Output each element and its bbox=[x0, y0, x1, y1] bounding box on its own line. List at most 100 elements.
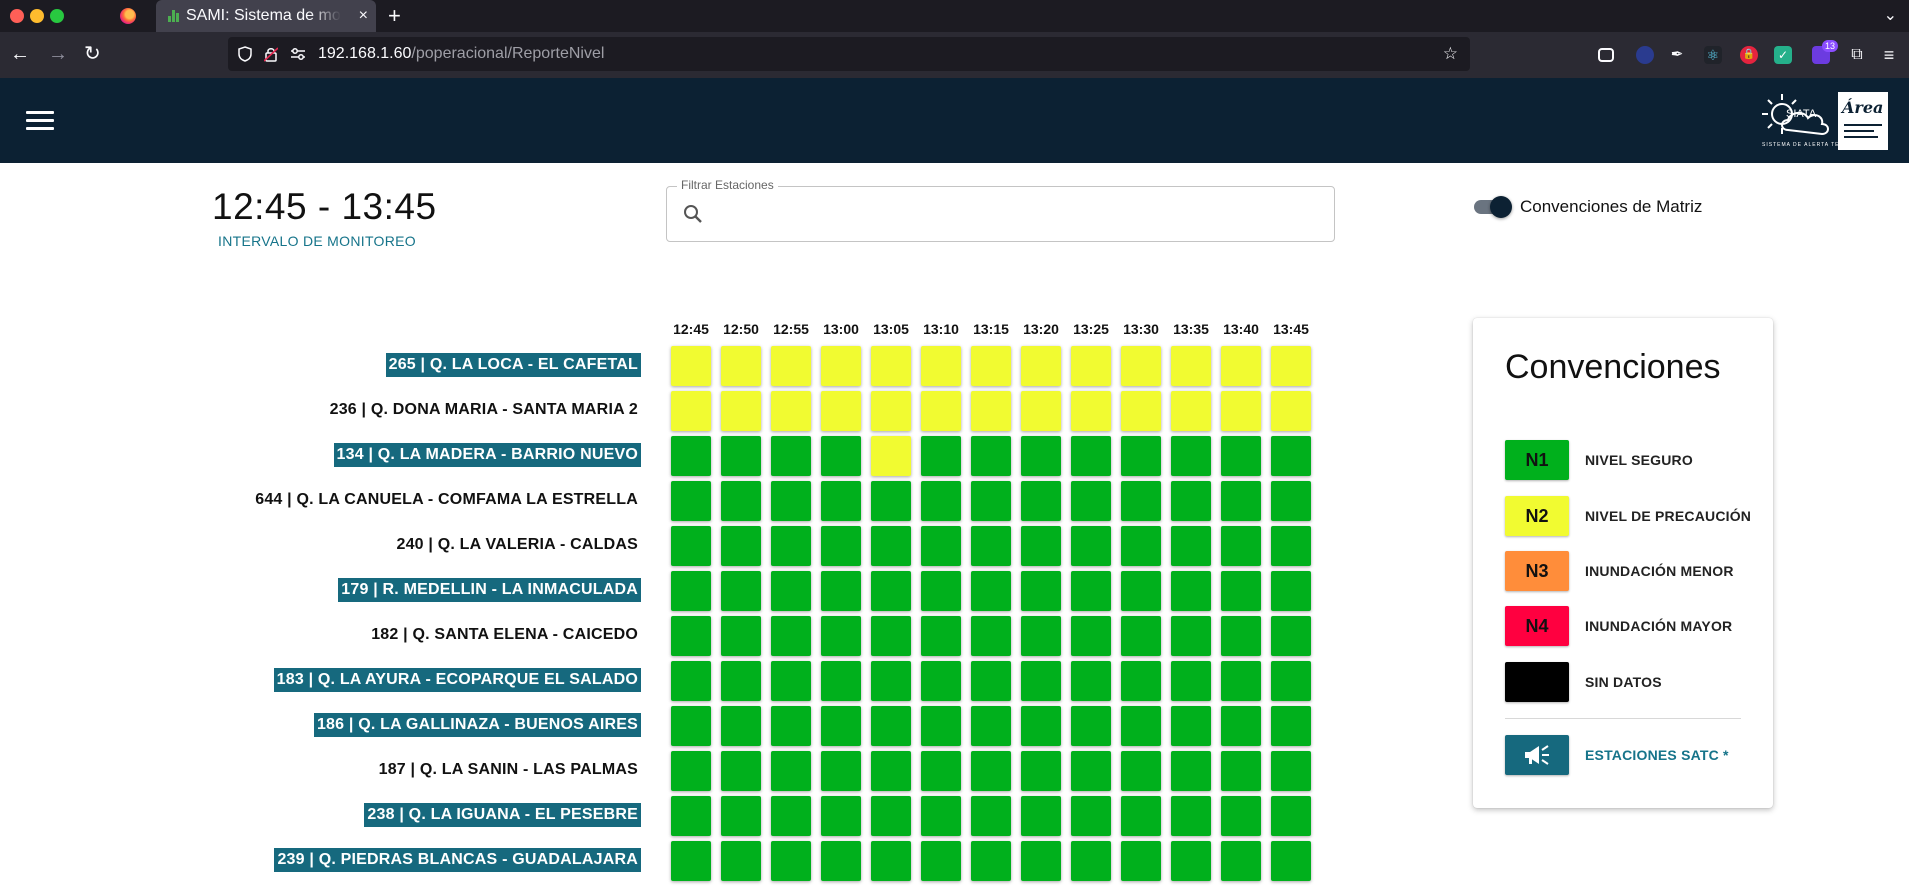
url-text[interactable]: 192.168.1.60/poperacional/ReporteNivel bbox=[318, 37, 604, 71]
level-cell[interactable] bbox=[671, 616, 711, 656]
level-cell[interactable] bbox=[1121, 436, 1161, 476]
level-cell[interactable] bbox=[821, 661, 861, 701]
station-label[interactable]: 265 | Q. LA LOCA - EL CAFETAL bbox=[385, 353, 641, 377]
level-cell[interactable] bbox=[971, 796, 1011, 836]
level-cell[interactable] bbox=[1071, 661, 1111, 701]
level-cell[interactable] bbox=[1021, 661, 1061, 701]
level-cell[interactable] bbox=[921, 841, 961, 881]
window-minimize-button[interactable] bbox=[30, 9, 44, 23]
browser-tab-active[interactable]: SAMI: Sistema de monitoreo × bbox=[156, 0, 376, 32]
level-cell[interactable] bbox=[1221, 571, 1261, 611]
level-cell[interactable] bbox=[1021, 346, 1061, 386]
extensions-puzzle-icon[interactable]: ⧉ bbox=[1851, 46, 1863, 63]
level-cell[interactable] bbox=[721, 796, 761, 836]
level-cell[interactable] bbox=[671, 571, 711, 611]
level-cell[interactable] bbox=[871, 346, 911, 386]
level-cell[interactable] bbox=[1021, 526, 1061, 566]
level-cell[interactable] bbox=[921, 481, 961, 521]
level-cell[interactable] bbox=[721, 616, 761, 656]
station-label[interactable]: 134 | Q. LA MADERA - BARRIO NUEVO bbox=[333, 443, 641, 467]
level-cell[interactable] bbox=[771, 346, 811, 386]
level-cell[interactable] bbox=[1021, 841, 1061, 881]
level-cell[interactable] bbox=[771, 661, 811, 701]
level-cell[interactable] bbox=[821, 346, 861, 386]
level-cell[interactable] bbox=[1271, 346, 1311, 386]
level-cell[interactable] bbox=[821, 526, 861, 566]
level-cell[interactable] bbox=[971, 616, 1011, 656]
level-cell[interactable] bbox=[1221, 661, 1261, 701]
level-cell[interactable] bbox=[1121, 481, 1161, 521]
level-cell[interactable] bbox=[871, 751, 911, 791]
level-cell[interactable] bbox=[721, 571, 761, 611]
matrix-conventions-toggle[interactable] bbox=[1474, 196, 1512, 218]
station-label[interactable]: 182 | Q. SANTA ELENA - CAICEDO bbox=[371, 626, 638, 643]
extension-lock-icon[interactable]: 🔒 bbox=[1740, 46, 1758, 64]
extension-shield-icon[interactable]: ✓ bbox=[1774, 46, 1792, 64]
level-cell[interactable] bbox=[1071, 526, 1111, 566]
level-cell[interactable] bbox=[971, 526, 1011, 566]
level-cell[interactable] bbox=[1121, 346, 1161, 386]
level-cell[interactable] bbox=[671, 841, 711, 881]
tab-close-button[interactable]: × bbox=[358, 7, 368, 24]
level-cell[interactable] bbox=[821, 391, 861, 431]
level-cell[interactable] bbox=[1121, 661, 1161, 701]
level-cell[interactable] bbox=[1221, 841, 1261, 881]
level-cell[interactable] bbox=[871, 841, 911, 881]
level-cell[interactable] bbox=[821, 751, 861, 791]
level-cell[interactable] bbox=[1221, 391, 1261, 431]
level-cell[interactable] bbox=[1171, 526, 1211, 566]
level-cell[interactable] bbox=[671, 796, 711, 836]
level-cell[interactable] bbox=[1121, 796, 1161, 836]
insecure-lock-icon[interactable] bbox=[264, 46, 278, 62]
level-cell[interactable] bbox=[1121, 706, 1161, 746]
level-cell[interactable] bbox=[1071, 571, 1111, 611]
station-filter-field[interactable]: Filtrar Estaciones bbox=[666, 178, 1335, 242]
level-cell[interactable] bbox=[971, 706, 1011, 746]
level-cell[interactable] bbox=[1171, 706, 1211, 746]
level-cell[interactable] bbox=[1171, 391, 1211, 431]
level-cell[interactable] bbox=[1021, 481, 1061, 521]
level-cell[interactable] bbox=[1271, 436, 1311, 476]
level-cell[interactable] bbox=[1271, 391, 1311, 431]
level-cell[interactable] bbox=[821, 571, 861, 611]
level-cell[interactable] bbox=[871, 706, 911, 746]
shield-icon[interactable] bbox=[238, 46, 252, 62]
url-bar[interactable]: 192.168.1.60/poperacional/ReporteNivel ☆ bbox=[228, 37, 1470, 71]
level-cell[interactable] bbox=[821, 616, 861, 656]
level-cell[interactable] bbox=[721, 346, 761, 386]
level-cell[interactable] bbox=[1221, 481, 1261, 521]
level-cell[interactable] bbox=[1171, 346, 1211, 386]
station-label[interactable]: 187 | Q. LA SANIN - LAS PALMAS bbox=[378, 761, 638, 778]
bookmark-star-icon[interactable]: ☆ bbox=[1442, 44, 1458, 63]
level-cell[interactable] bbox=[871, 661, 911, 701]
level-cell[interactable] bbox=[821, 481, 861, 521]
level-cell[interactable] bbox=[1221, 706, 1261, 746]
level-cell[interactable] bbox=[921, 616, 961, 656]
level-cell[interactable] bbox=[921, 571, 961, 611]
level-cell[interactable] bbox=[1271, 751, 1311, 791]
level-cell[interactable] bbox=[871, 436, 911, 476]
permissions-icon[interactable] bbox=[290, 47, 306, 61]
level-cell[interactable] bbox=[1271, 841, 1311, 881]
level-cell[interactable] bbox=[1121, 571, 1161, 611]
window-close-button[interactable] bbox=[10, 9, 24, 23]
level-cell[interactable] bbox=[1071, 841, 1111, 881]
window-maximize-button[interactable] bbox=[50, 9, 64, 23]
back-button[interactable]: ← bbox=[10, 43, 30, 65]
hamburger-menu-icon[interactable] bbox=[26, 111, 54, 131]
level-cell[interactable] bbox=[1271, 616, 1311, 656]
level-cell[interactable] bbox=[1071, 481, 1111, 521]
level-cell[interactable] bbox=[1271, 706, 1311, 746]
level-cell[interactable] bbox=[1171, 841, 1211, 881]
level-cell[interactable] bbox=[771, 526, 811, 566]
level-cell[interactable] bbox=[1121, 841, 1161, 881]
level-cell[interactable] bbox=[921, 436, 961, 476]
level-cell[interactable] bbox=[921, 346, 961, 386]
level-cell[interactable] bbox=[1171, 436, 1211, 476]
level-cell[interactable] bbox=[771, 436, 811, 476]
level-cell[interactable] bbox=[1021, 391, 1061, 431]
level-cell[interactable] bbox=[1121, 526, 1161, 566]
station-filter-input[interactable] bbox=[713, 197, 1313, 231]
level-cell[interactable] bbox=[721, 706, 761, 746]
level-cell[interactable] bbox=[771, 706, 811, 746]
